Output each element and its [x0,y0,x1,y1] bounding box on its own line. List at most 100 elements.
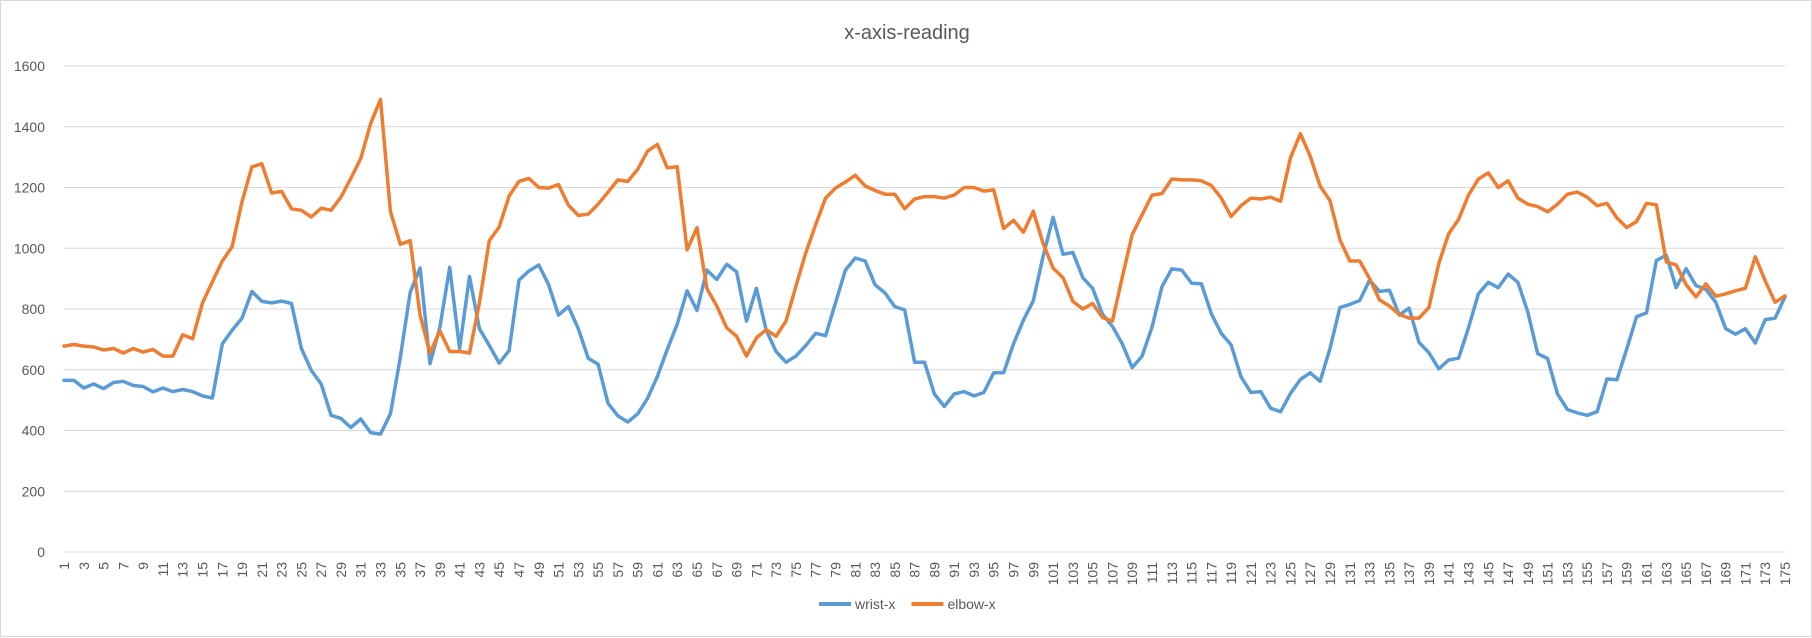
x-tick-label: 9 [135,562,151,570]
x-tick-label: 55 [590,562,606,578]
x-tick-label: 41 [452,562,468,578]
x-tick-label: 45 [491,562,507,578]
x-tick-label: 141 [1441,562,1457,586]
x-tick-label: 69 [729,562,745,578]
y-tick-label: 0 [37,544,45,560]
y-tick-label: 800 [22,301,46,317]
x-tick-label: 21 [254,562,270,578]
x-tick-label: 147 [1500,562,1516,586]
x-tick-label: 171 [1737,562,1753,586]
x-tick-label: 133 [1362,562,1378,586]
x-tick-label: 95 [986,562,1002,578]
x-tick-label: 81 [847,562,863,578]
x-tick-label: 57 [610,562,626,578]
x-tick-label: 63 [669,562,685,578]
x-tick-label: 79 [827,562,843,578]
x-tick-label: 107 [1104,562,1120,586]
x-tick-label: 17 [214,562,230,578]
x-tick-label: 149 [1520,562,1536,586]
x-tick-label: 119 [1223,562,1239,585]
x-tick-label: 47 [511,562,527,578]
gridlines [64,65,1785,553]
x-tick-label: 11 [155,562,171,577]
x-tick-label: 37 [412,562,428,578]
x-tick-label: 29 [333,562,349,578]
chart-title: x-axis-reading [844,22,970,44]
x-tick-label: 65 [689,562,705,578]
y-tick-label: 200 [22,483,46,499]
y-tick-label: 1400 [14,119,45,135]
y-tick-label: 400 [22,423,46,439]
x-tick-label: 83 [867,562,883,578]
x-tick-label: 27 [313,562,329,578]
x-tick-label: 71 [748,562,764,578]
x-tick-label: 121 [1243,562,1259,586]
x-tick-label: 59 [630,562,646,578]
x-tick-label: 53 [570,562,586,578]
legend-label-wrist-x: wrist-x [854,596,895,612]
x-tick-label: 77 [808,562,824,578]
legend-label-elbow-x: elbow-x [947,596,995,612]
x-tick-label: 145 [1480,562,1496,586]
x-tick-label: 129 [1322,562,1338,586]
x-tick-label: 155 [1579,562,1595,586]
x-tick-label: 143 [1460,562,1476,586]
x-tick-label: 5 [96,562,112,570]
x-tick-label: 91 [946,562,962,578]
x-tick-label: 139 [1421,562,1437,586]
x-tick-label: 49 [531,562,547,578]
x-axis-tick-labels: 1 3 5 7 9 11 13 15 17 19 21 23 25 27 29 31 33 35 37 39 41 43 4… [56,562,1793,586]
x-tick-label: 31 [353,562,369,578]
x-tick-label: 175 [1777,562,1793,586]
x-tick-label: 105 [1085,562,1101,586]
x-tick-label: 151 [1540,562,1556,586]
x-tick-label: 35 [392,562,408,578]
y-tick-label: 1600 [14,58,45,74]
x-tick-label: 61 [649,562,665,578]
y-axis-tick-labels: 0 200 400 600 800 1000 1200 1400 1600 [14,58,45,560]
x-tick-label: 15 [194,562,210,578]
x-tick-label: 169 [1718,562,1734,586]
x-tick-label: 85 [887,562,903,578]
x-tick-label: 173 [1757,562,1773,586]
x-tick-label: 113 [1164,562,1180,585]
x-tick-label: 99 [1025,562,1041,578]
x-tick-label: 137 [1401,562,1417,586]
x-tick-label: 23 [274,562,290,578]
x-tick-label: 161 [1639,562,1655,586]
x-tick-label: 165 [1678,562,1694,586]
x-tick-label: 19 [234,562,250,578]
y-tick-label: 600 [22,362,46,378]
x-tick-label: 159 [1619,562,1635,586]
x-tick-label: 157 [1599,562,1615,586]
x-tick-label: 93 [966,562,982,578]
x-tick-label: 167 [1698,562,1714,586]
x-tick-label: 153 [1559,562,1575,586]
x-tick-label: 51 [551,562,567,578]
x-tick-label: 101 [1045,562,1061,586]
series-line-elbow-x [62,97,1787,358]
x-tick-label: 25 [293,562,309,578]
x-tick-label: 3 [76,562,92,570]
x-tick-label: 131 [1342,562,1358,586]
x-tick-label: 127 [1302,562,1318,586]
x-tick-label: 67 [709,562,725,578]
x-tick-label: 123 [1263,562,1279,586]
series-line-wrist-x [62,215,1787,436]
x-tick-label: 97 [1006,562,1022,578]
x-tick-label: 75 [788,562,804,578]
y-tick-label: 1000 [14,240,45,256]
x-tick-label: 1 [56,562,72,570]
x-tick-label: 7 [115,562,131,570]
x-tick-label: 163 [1658,562,1674,586]
x-tick-label: 73 [768,562,784,578]
series-lines [62,97,1787,436]
x-tick-label: 89 [926,562,942,578]
x-tick-label: 117 [1203,562,1219,585]
y-tick-label: 1200 [14,180,45,196]
x-tick-label: 135 [1381,562,1397,586]
legend: wrist-x elbow-x [819,596,996,612]
x-tick-label: 87 [907,562,923,578]
